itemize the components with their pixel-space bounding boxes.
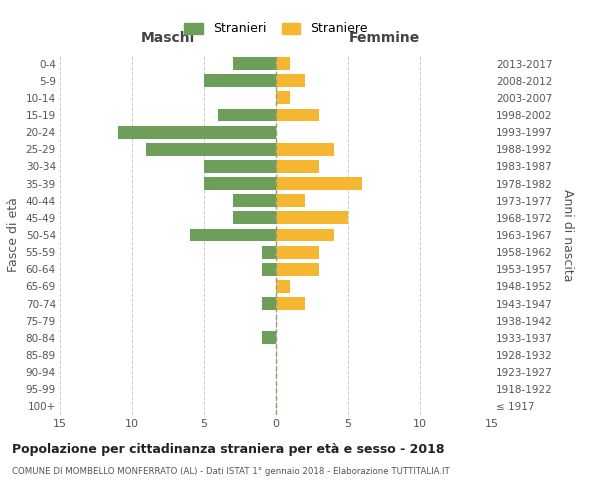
Bar bbox=[262, 297, 276, 310]
Bar bbox=[276, 280, 290, 293]
Bar bbox=[204, 177, 276, 190]
Bar bbox=[276, 177, 362, 190]
Bar bbox=[233, 57, 276, 70]
Bar bbox=[276, 143, 334, 156]
Bar bbox=[233, 194, 276, 207]
Bar bbox=[204, 160, 276, 173]
Bar bbox=[118, 126, 276, 138]
Y-axis label: Fasce di età: Fasce di età bbox=[7, 198, 20, 272]
Text: Maschi: Maschi bbox=[141, 30, 195, 44]
Bar bbox=[276, 246, 319, 258]
Bar bbox=[262, 332, 276, 344]
Bar bbox=[276, 92, 290, 104]
Text: Popolazione per cittadinanza straniera per età e sesso - 2018: Popolazione per cittadinanza straniera p… bbox=[12, 442, 445, 456]
Bar bbox=[276, 194, 305, 207]
Bar bbox=[190, 228, 276, 241]
Bar bbox=[262, 263, 276, 276]
Bar bbox=[218, 108, 276, 122]
Bar bbox=[276, 108, 319, 122]
Text: Femmine: Femmine bbox=[349, 30, 419, 44]
Bar bbox=[276, 57, 290, 70]
Bar bbox=[276, 263, 319, 276]
Bar bbox=[276, 160, 319, 173]
Bar bbox=[276, 212, 348, 224]
Legend: Stranieri, Straniere: Stranieri, Straniere bbox=[181, 18, 371, 40]
Bar bbox=[276, 228, 334, 241]
Text: COMUNE DI MOMBELLO MONFERRATO (AL) - Dati ISTAT 1° gennaio 2018 - Elaborazione T: COMUNE DI MOMBELLO MONFERRATO (AL) - Dat… bbox=[12, 468, 450, 476]
Bar bbox=[146, 143, 276, 156]
Bar bbox=[276, 297, 305, 310]
Bar bbox=[204, 74, 276, 87]
Bar bbox=[233, 212, 276, 224]
Bar bbox=[276, 74, 305, 87]
Y-axis label: Anni di nascita: Anni di nascita bbox=[561, 188, 574, 281]
Bar bbox=[262, 246, 276, 258]
